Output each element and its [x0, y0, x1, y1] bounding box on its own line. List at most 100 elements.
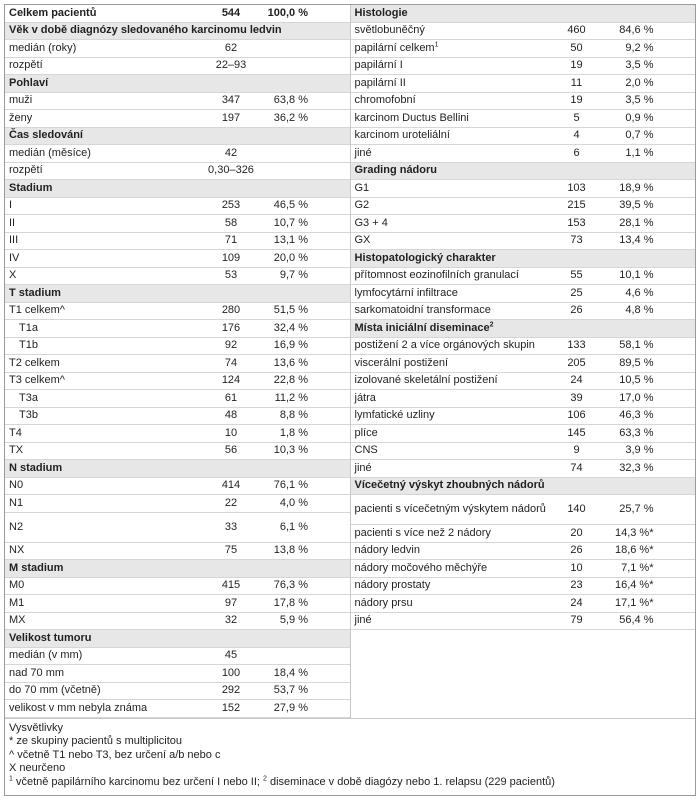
- label-text: sarkomatoidní transformace: [354, 304, 491, 317]
- section-header-row: Věk v době diagnózy sledovaného karcinom…: [5, 22, 350, 40]
- note-line: * ze skupiny pacientů s multiplicitou: [9, 735, 183, 748]
- percent-cell: 10,7 %: [273, 216, 308, 229]
- count-cell: 4: [573, 129, 580, 142]
- row-label: CNS: [351, 444, 548, 457]
- row-label: nádory močového měchýře: [351, 562, 548, 575]
- row-label: rozpětí: [5, 59, 202, 72]
- count-cell: 55: [570, 269, 583, 282]
- percent-cell: 10,3 %: [273, 444, 308, 457]
- count-cell: 140: [567, 503, 586, 515]
- count-cell: 292: [221, 684, 241, 697]
- section-header-row: M stadium: [5, 560, 350, 578]
- row-label: T3a: [5, 392, 202, 405]
- row-label: papilární celkem1: [351, 41, 548, 55]
- row-label: muži: [5, 94, 202, 107]
- label-text: Místa iniciální diseminace: [354, 321, 490, 334]
- label-text: M1: [9, 596, 25, 609]
- section-header-row: Stadium: [5, 180, 350, 198]
- section-header-row: Vícečetný výskyt zhoubných nádorů: [350, 477, 695, 495]
- percent-cell: 4,0 %: [279, 496, 308, 509]
- percent-cell: 3,5 %: [625, 94, 654, 107]
- percent-cell: 53,7 %: [273, 684, 308, 697]
- count-cell: 42: [224, 146, 238, 159]
- label-text: rozpětí: [9, 59, 43, 72]
- count-cell: 71: [224, 234, 238, 247]
- row-label: N0: [5, 479, 202, 492]
- label-text: T3a: [19, 391, 38, 404]
- table-row: pacienti s více než 2 nádory 20 14,3 %*: [350, 525, 695, 543]
- row-label: G1: [351, 182, 548, 195]
- table-row: rozpětí 22–93: [5, 58, 350, 75]
- row-label: papilární I: [351, 59, 548, 72]
- percent-cell: 3,9 %: [625, 444, 654, 457]
- percent-cell: 4,8 %: [625, 304, 654, 317]
- table-row: T4 10 1,8 %: [5, 425, 350, 443]
- table-row: T3a 61 11,2 %: [5, 390, 350, 408]
- percent-cell: 17,1 %*: [614, 596, 654, 609]
- table-row: N1 22 4,0 %: [5, 495, 350, 513]
- label-text: T3 celkem^: [9, 374, 65, 387]
- label-text: Vícečetný výskyt zhoubných nádorů: [354, 479, 545, 492]
- count-cell: 53: [224, 269, 238, 282]
- percent-cell: 39,5 %: [619, 199, 654, 212]
- label-text: T stadium: [9, 286, 61, 299]
- percent-cell: 32,4 %: [273, 321, 308, 334]
- count-cell: 205: [567, 356, 586, 369]
- label-text: Celkem pacientů: [9, 6, 97, 19]
- percent-cell: 27,9 %: [273, 701, 308, 714]
- row-label: T3b: [5, 409, 202, 422]
- section-title: Věk v době diagnózy sledovaného karcinom…: [5, 24, 282, 37]
- table-row: G3 + 4 153 28,1 %: [350, 215, 695, 233]
- count-cell: 56: [224, 444, 238, 457]
- label-text: přítomnost eozinofilních granulací: [354, 269, 519, 282]
- row-label: přítomnost eozinofilních granulací: [351, 269, 548, 282]
- count-cell: 24: [570, 596, 583, 609]
- patient-characteristics-table: Celkem pacientů 544 100,0 % Věk v době diag…: [4, 4, 696, 796]
- label-text: izolované skeletální postižení: [354, 374, 498, 387]
- percent-cell: 8,8 %: [279, 409, 308, 422]
- table-notes: Vysvětlivky * ze skupiny pacientů s mult…: [5, 717, 695, 790]
- count-cell: 45: [224, 649, 238, 662]
- row-label: nad 70 mm: [5, 667, 202, 680]
- table-row: ženy 197 36,2 %: [5, 110, 350, 128]
- footnote-marker: 2: [263, 775, 267, 783]
- table-row: muži 347 63,8 %: [5, 93, 350, 110]
- percent-cell: 0,9 %: [625, 111, 654, 124]
- table-row: M1 97 17,8 %: [5, 595, 350, 613]
- row-label: játra: [351, 392, 548, 405]
- label-text: NX: [9, 544, 25, 557]
- table-row: přítomnost eozinofilních granulací 55 10,1…: [350, 268, 695, 285]
- label-text: T1a: [19, 321, 38, 334]
- count-cell: 19: [570, 59, 583, 72]
- count-cell: 19: [570, 94, 583, 107]
- count-cell: 75: [224, 544, 238, 557]
- table-row: T1 celkem^ 280 51,5 %: [5, 303, 350, 320]
- label-text: Čas sledování: [9, 129, 83, 142]
- row-label: viscerální postižení: [351, 357, 548, 370]
- count-cell: 9: [573, 444, 580, 457]
- table-row: nádory prsu 24 17,1 %*: [350, 595, 695, 613]
- section-title: Grading nádoru: [351, 164, 438, 177]
- footnote-marker: 1: [9, 775, 13, 783]
- table-row: T2 celkem 74 13,6 %: [5, 355, 350, 373]
- row-label: NX: [5, 544, 202, 557]
- label-text: I: [9, 199, 13, 212]
- percent-cell: 0,7 %: [625, 129, 654, 142]
- row-label: jiné: [351, 462, 548, 475]
- count-cell: 32: [224, 614, 238, 627]
- label-text: M0: [9, 579, 25, 592]
- row-label: T1 celkem^: [5, 304, 202, 317]
- percent-cell: 9,2 %: [625, 41, 654, 54]
- percent-cell: 5,9 %: [279, 614, 308, 627]
- percent-cell: 100,0 %: [267, 6, 308, 19]
- count-cell: 79: [570, 614, 583, 627]
- table-row: T3 celkem^ 124 22,8 %: [5, 373, 350, 390]
- percent-cell: 13,8 %: [273, 544, 308, 557]
- section-header-row: Pohlaví: [5, 75, 350, 93]
- label-text: Stadium: [9, 181, 53, 194]
- percent-cell: 1,1 %: [625, 146, 654, 159]
- count-cell: 280: [221, 304, 241, 317]
- count-cell: 133: [567, 339, 586, 352]
- count-cell: 20: [570, 526, 583, 539]
- table-row: papilární I 19 3,5 %: [350, 58, 695, 75]
